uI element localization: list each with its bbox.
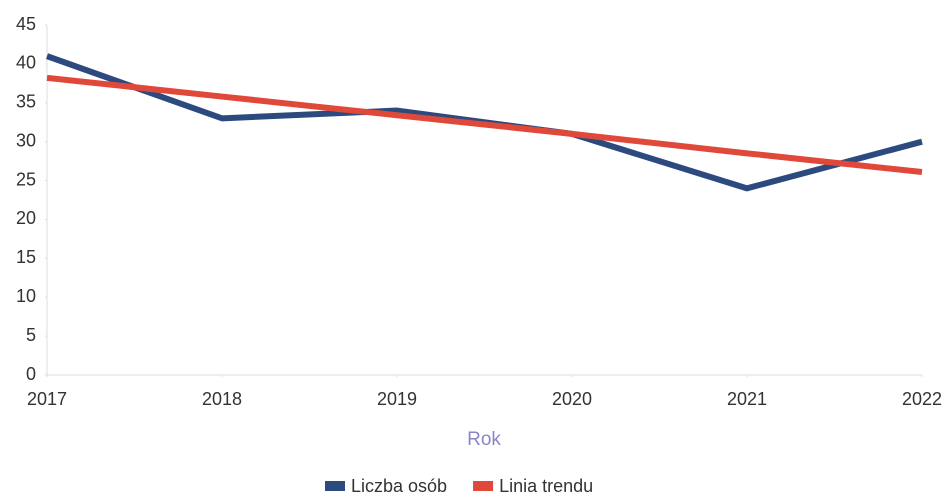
x-tick-label: 2019 (377, 389, 417, 409)
legend-swatch (325, 481, 345, 491)
y-tick-label: 0 (26, 364, 36, 384)
y-tick-label: 40 (16, 53, 36, 73)
y-tick-label: 15 (16, 247, 36, 267)
x-tick-label: 2020 (552, 389, 592, 409)
legend-label: Liczba osób (351, 476, 447, 496)
y-tick-label: 25 (16, 169, 36, 189)
x-tick-label: 2017 (27, 389, 67, 409)
y-tick-label: 45 (16, 14, 36, 34)
series-line (46, 74, 923, 175)
legend-swatch (473, 481, 494, 491)
y-tick-label: 5 (26, 325, 36, 345)
x-axis-label: Rok (467, 429, 501, 450)
x-tick-label: 2021 (727, 389, 767, 409)
x-tick-label: 2022 (902, 389, 942, 409)
y-tick-label: 20 (16, 208, 36, 228)
y-tick-label: 30 (16, 130, 36, 150)
x-tick-label: 2018 (202, 389, 242, 409)
y-tick-label: 35 (16, 92, 36, 112)
y-tick-label: 10 (16, 286, 36, 306)
legend-label: Linia trendu (499, 476, 593, 496)
